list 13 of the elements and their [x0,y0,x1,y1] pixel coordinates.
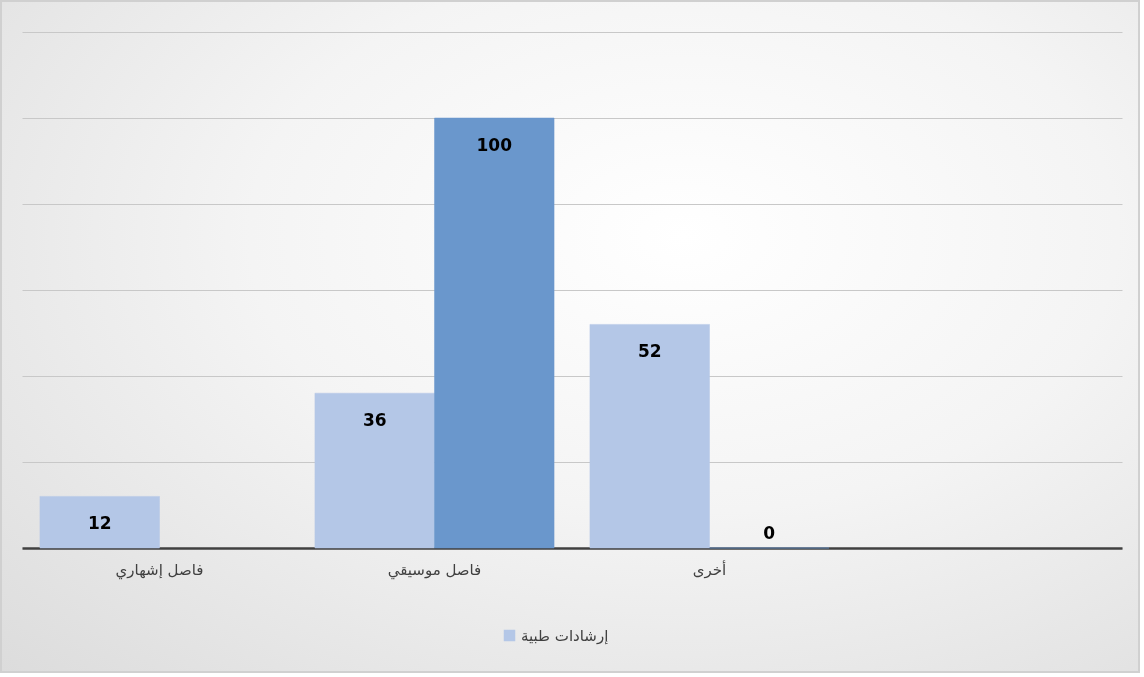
bar [589,324,710,549]
data-label: 0 [763,523,776,543]
data-label: 52 [637,341,662,362]
bar [434,117,555,549]
data-label: 36 [362,410,387,431]
legend-label: إرشادات طبية [521,626,609,645]
data-label: 100 [476,135,513,155]
bar [314,392,435,549]
x-tick-label: فاصل إشهاري [115,560,204,580]
x-tick-label: أخرى [692,559,727,579]
x-tick-label: فاصل موسيقي [387,560,482,580]
data-label: 12 [87,513,112,534]
bar [39,496,160,549]
